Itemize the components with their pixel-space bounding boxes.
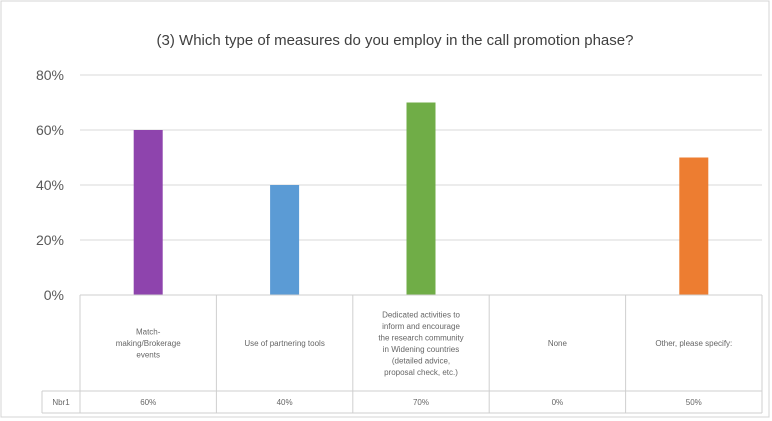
bar [679,157,709,295]
category-label: None [548,339,568,348]
bar [270,185,300,295]
y-tick-label: 60% [36,122,64,138]
bars [133,102,709,295]
category-label: Match-making/Brokerage events [116,328,181,360]
bar [406,102,436,295]
value-cell: 40% [277,398,293,407]
data-table: Nbr1 Match-making/Brokerage events 60% Use o… [41,294,763,414]
category-label: Other, please specify: [655,339,732,348]
y-tick-label: 80% [36,67,64,83]
value-cell: 0% [552,398,564,407]
y-tick-label: 40% [36,177,64,193]
value-cell: 60% [140,398,156,407]
y-axis-ticks: 0% 20% 40% 60% 80% [36,67,64,303]
y-tick-label: 20% [36,232,64,248]
bar [133,130,163,295]
value-cell: 70% [413,398,429,407]
category-label: Dedicated activities to inform and encour… [378,310,463,377]
chart-title: (3) Which type of measures do you employ… [157,32,634,49]
category-label: Use of partnering tools [244,339,325,348]
series-label: Nbr1 [52,398,70,407]
y-tick-label: 0% [44,287,64,303]
value-cell: 50% [686,398,702,407]
